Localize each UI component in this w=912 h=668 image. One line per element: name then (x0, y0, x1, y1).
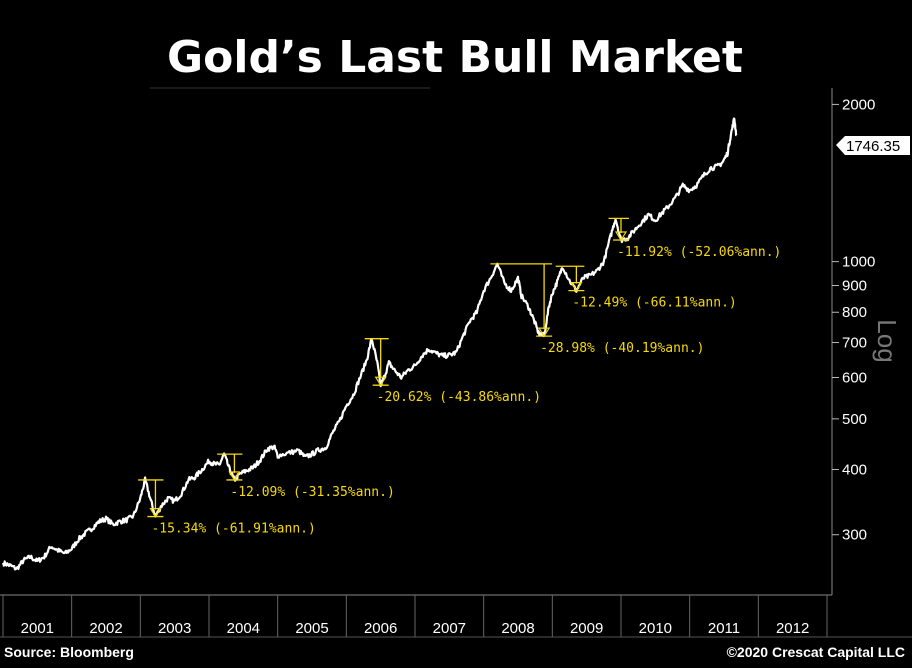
drawdown-marker: -28.98% (-40.19%ann.) (490, 263, 704, 356)
drawdown-marker: -12.49% (-66.11%ann.) (555, 265, 737, 311)
drawdown-marker: -20.62% (-43.86%ann.) (364, 338, 541, 405)
y-tick-label: 400 (842, 461, 867, 478)
x-tick-label: 2002 (89, 620, 122, 637)
drawdown-label: -20.62% (-43.86%ann.) (377, 390, 541, 405)
drawdown-arrow-icon (614, 231, 628, 242)
x-tick-label: 2008 (501, 620, 534, 637)
drawdown-arrow-icon (570, 282, 583, 292)
x-axis: 2001 2002 2003 2004 2005 2006 2007 2008 2009 2010… (0, 594, 912, 638)
last-value-badge-shape (836, 136, 910, 155)
x-tick-label: 2003 (158, 620, 191, 637)
drawdown-marker: -15.34% (-61.91%ann.) (138, 479, 316, 537)
y-tick-label: 500 (842, 411, 867, 428)
drawdown-label: -12.09% (-31.35%ann.) (230, 485, 394, 500)
y-tick-label: 300 (842, 527, 867, 544)
drawdown-annotations: -15.34% (-61.91%ann.) -12.09% (-31.35%ann… (138, 217, 781, 537)
drawdown-label: -28.98% (-40.19%ann.) (540, 341, 704, 356)
drawdown-arrow-icon (374, 376, 387, 387)
y-tick-label: 600 (842, 370, 867, 387)
x-tick-label: 2004 (227, 620, 260, 637)
drawdown-label: -15.34% (-61.91%ann.) (151, 522, 315, 537)
drawdown-marker: -11.92% (-52.06%ann.) (608, 217, 781, 260)
x-tick-label: 2010 (639, 620, 672, 637)
x-tick-label: 2011 (708, 620, 740, 637)
x-tick-label: 2001 (21, 620, 54, 637)
y-tick-label: 2000 (842, 96, 875, 113)
x-tick-label: 2007 (433, 620, 466, 637)
chart-title: Gold’s Last Bull Market (167, 32, 743, 83)
x-tick-label: 2009 (570, 620, 603, 637)
y-tick-label: 700 (842, 335, 867, 352)
y-tick-label: 1000 (842, 254, 875, 271)
drawdown-arrow-icon (228, 471, 241, 482)
last-value-label: 1746.35 (846, 138, 900, 155)
x-tick-label: 2012 (776, 620, 809, 637)
drawdown-label: -11.92% (-52.06%ann.) (617, 245, 781, 260)
last-value-badge: 1746.35 (836, 136, 910, 155)
log-scale-label: Log (872, 319, 902, 362)
y-axis: 2000 1000 900 800 700 600 500 400 300 (831, 88, 875, 595)
y-tick-label: 900 (842, 278, 867, 295)
x-tick-label: 2006 (364, 620, 397, 637)
drawdown-marker: -12.09% (-31.35%ann.) (217, 453, 395, 500)
drawdown-arrow-icon (538, 327, 551, 338)
source-label: Source: Bloomberg (4, 644, 134, 660)
drawdown-arrow-icon (149, 507, 162, 518)
copyright-label: ©2020 Crescat Capital LLC (727, 644, 905, 660)
y-tick-label: 800 (842, 304, 867, 321)
x-tick-label: 2005 (295, 620, 328, 637)
drawdown-label: -12.49% (-66.11%ann.) (572, 296, 736, 311)
